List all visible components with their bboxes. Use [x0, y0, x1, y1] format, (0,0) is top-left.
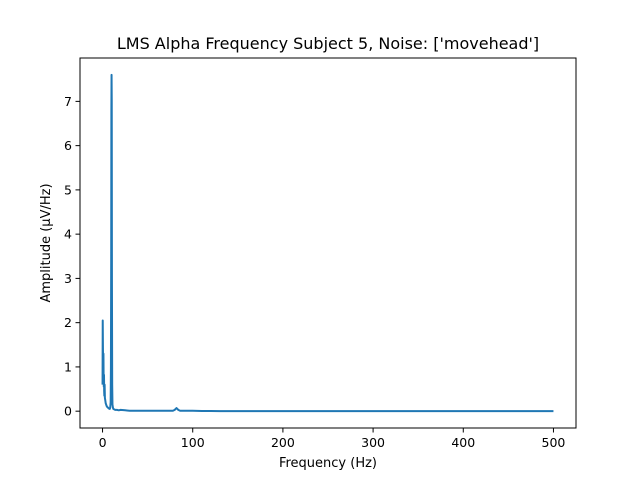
- y-axis-label: Amplitude (μV/Hz): [39, 183, 54, 302]
- x-tick-label: 0: [99, 435, 107, 450]
- y-tick-label: 3: [64, 271, 72, 286]
- series-line-0: [101, 73, 554, 413]
- y-tick-label: 7: [64, 94, 72, 109]
- y-tick-label: 4: [64, 227, 72, 242]
- y-tick-label: 0: [64, 404, 72, 419]
- x-axis-ticks: 0 100 200 300 400 500: [99, 428, 566, 450]
- x-tick-label: 300: [361, 435, 385, 450]
- x-tick-label: 100: [181, 435, 205, 450]
- plot-area: [101, 73, 554, 413]
- x-tick-label: 500: [542, 435, 566, 450]
- x-tick-label: 400: [451, 435, 475, 450]
- y-tick-label: 5: [64, 182, 72, 197]
- chart-title: LMS Alpha Frequency Subject 5, Noise: ['…: [117, 34, 539, 53]
- y-tick-label: 6: [64, 138, 72, 153]
- y-tick-label: 1: [64, 359, 72, 374]
- x-axis-label: Frequency (Hz): [279, 456, 377, 471]
- y-axis-ticks: 0 1 2 3 4 5 6 7: [64, 94, 80, 419]
- x-tick-label: 200: [271, 435, 295, 450]
- y-tick-label: 2: [64, 315, 72, 330]
- axes-frame: [79, 57, 577, 429]
